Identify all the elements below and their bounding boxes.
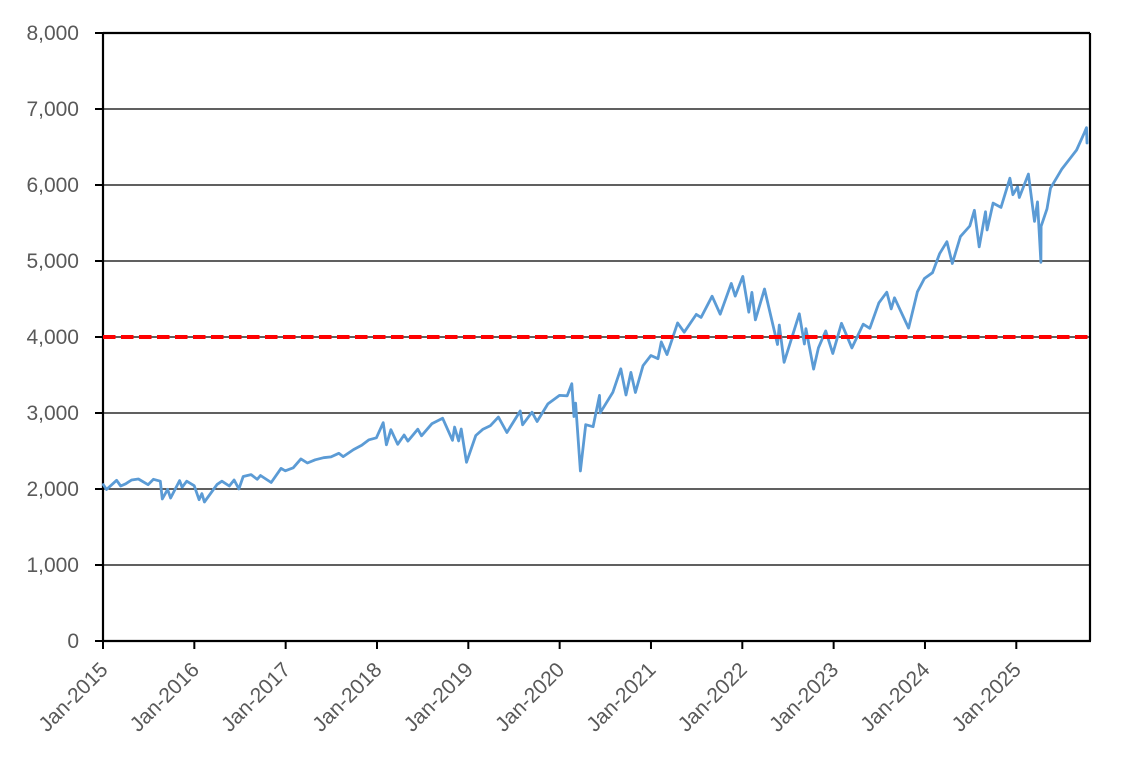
x-axis-tick-label: Jan-2024 bbox=[856, 658, 934, 736]
x-axis-tick-label: Jan-2021 bbox=[582, 658, 660, 736]
y-axis-tick-label: 1,000 bbox=[26, 554, 79, 577]
x-axis-tick-label: Jan-2022 bbox=[674, 658, 752, 736]
y-axis-tick-label: 2,000 bbox=[26, 478, 79, 501]
y-axis-tick-label: 4,000 bbox=[26, 326, 79, 349]
x-axis-tick-label: Jan-2025 bbox=[948, 658, 1026, 736]
y-axis-tick-label: 6,000 bbox=[26, 174, 79, 197]
x-axis-tick-label: Jan-2023 bbox=[765, 658, 843, 736]
y-axis-tick-label: 8,000 bbox=[26, 22, 79, 45]
price-line-series bbox=[101, 126, 1089, 504]
x-axis-tick-label: Jan-2018 bbox=[308, 658, 386, 736]
x-axis-tick-label: Jan-2015 bbox=[34, 658, 112, 736]
y-axis-tick-label: 0 bbox=[67, 630, 79, 653]
y-axis-tick-label: 7,000 bbox=[26, 98, 79, 121]
x-axis-tick-label: Jan-2020 bbox=[491, 658, 569, 736]
x-axis-tick-label: Jan-2016 bbox=[126, 658, 204, 736]
y-axis-tick-label: 3,000 bbox=[26, 402, 79, 425]
x-axis-tick-label: Jan-2019 bbox=[400, 658, 478, 736]
y-axis-tick-label: 5,000 bbox=[26, 250, 79, 273]
x-axis-tick-label: Jan-2017 bbox=[217, 658, 295, 736]
